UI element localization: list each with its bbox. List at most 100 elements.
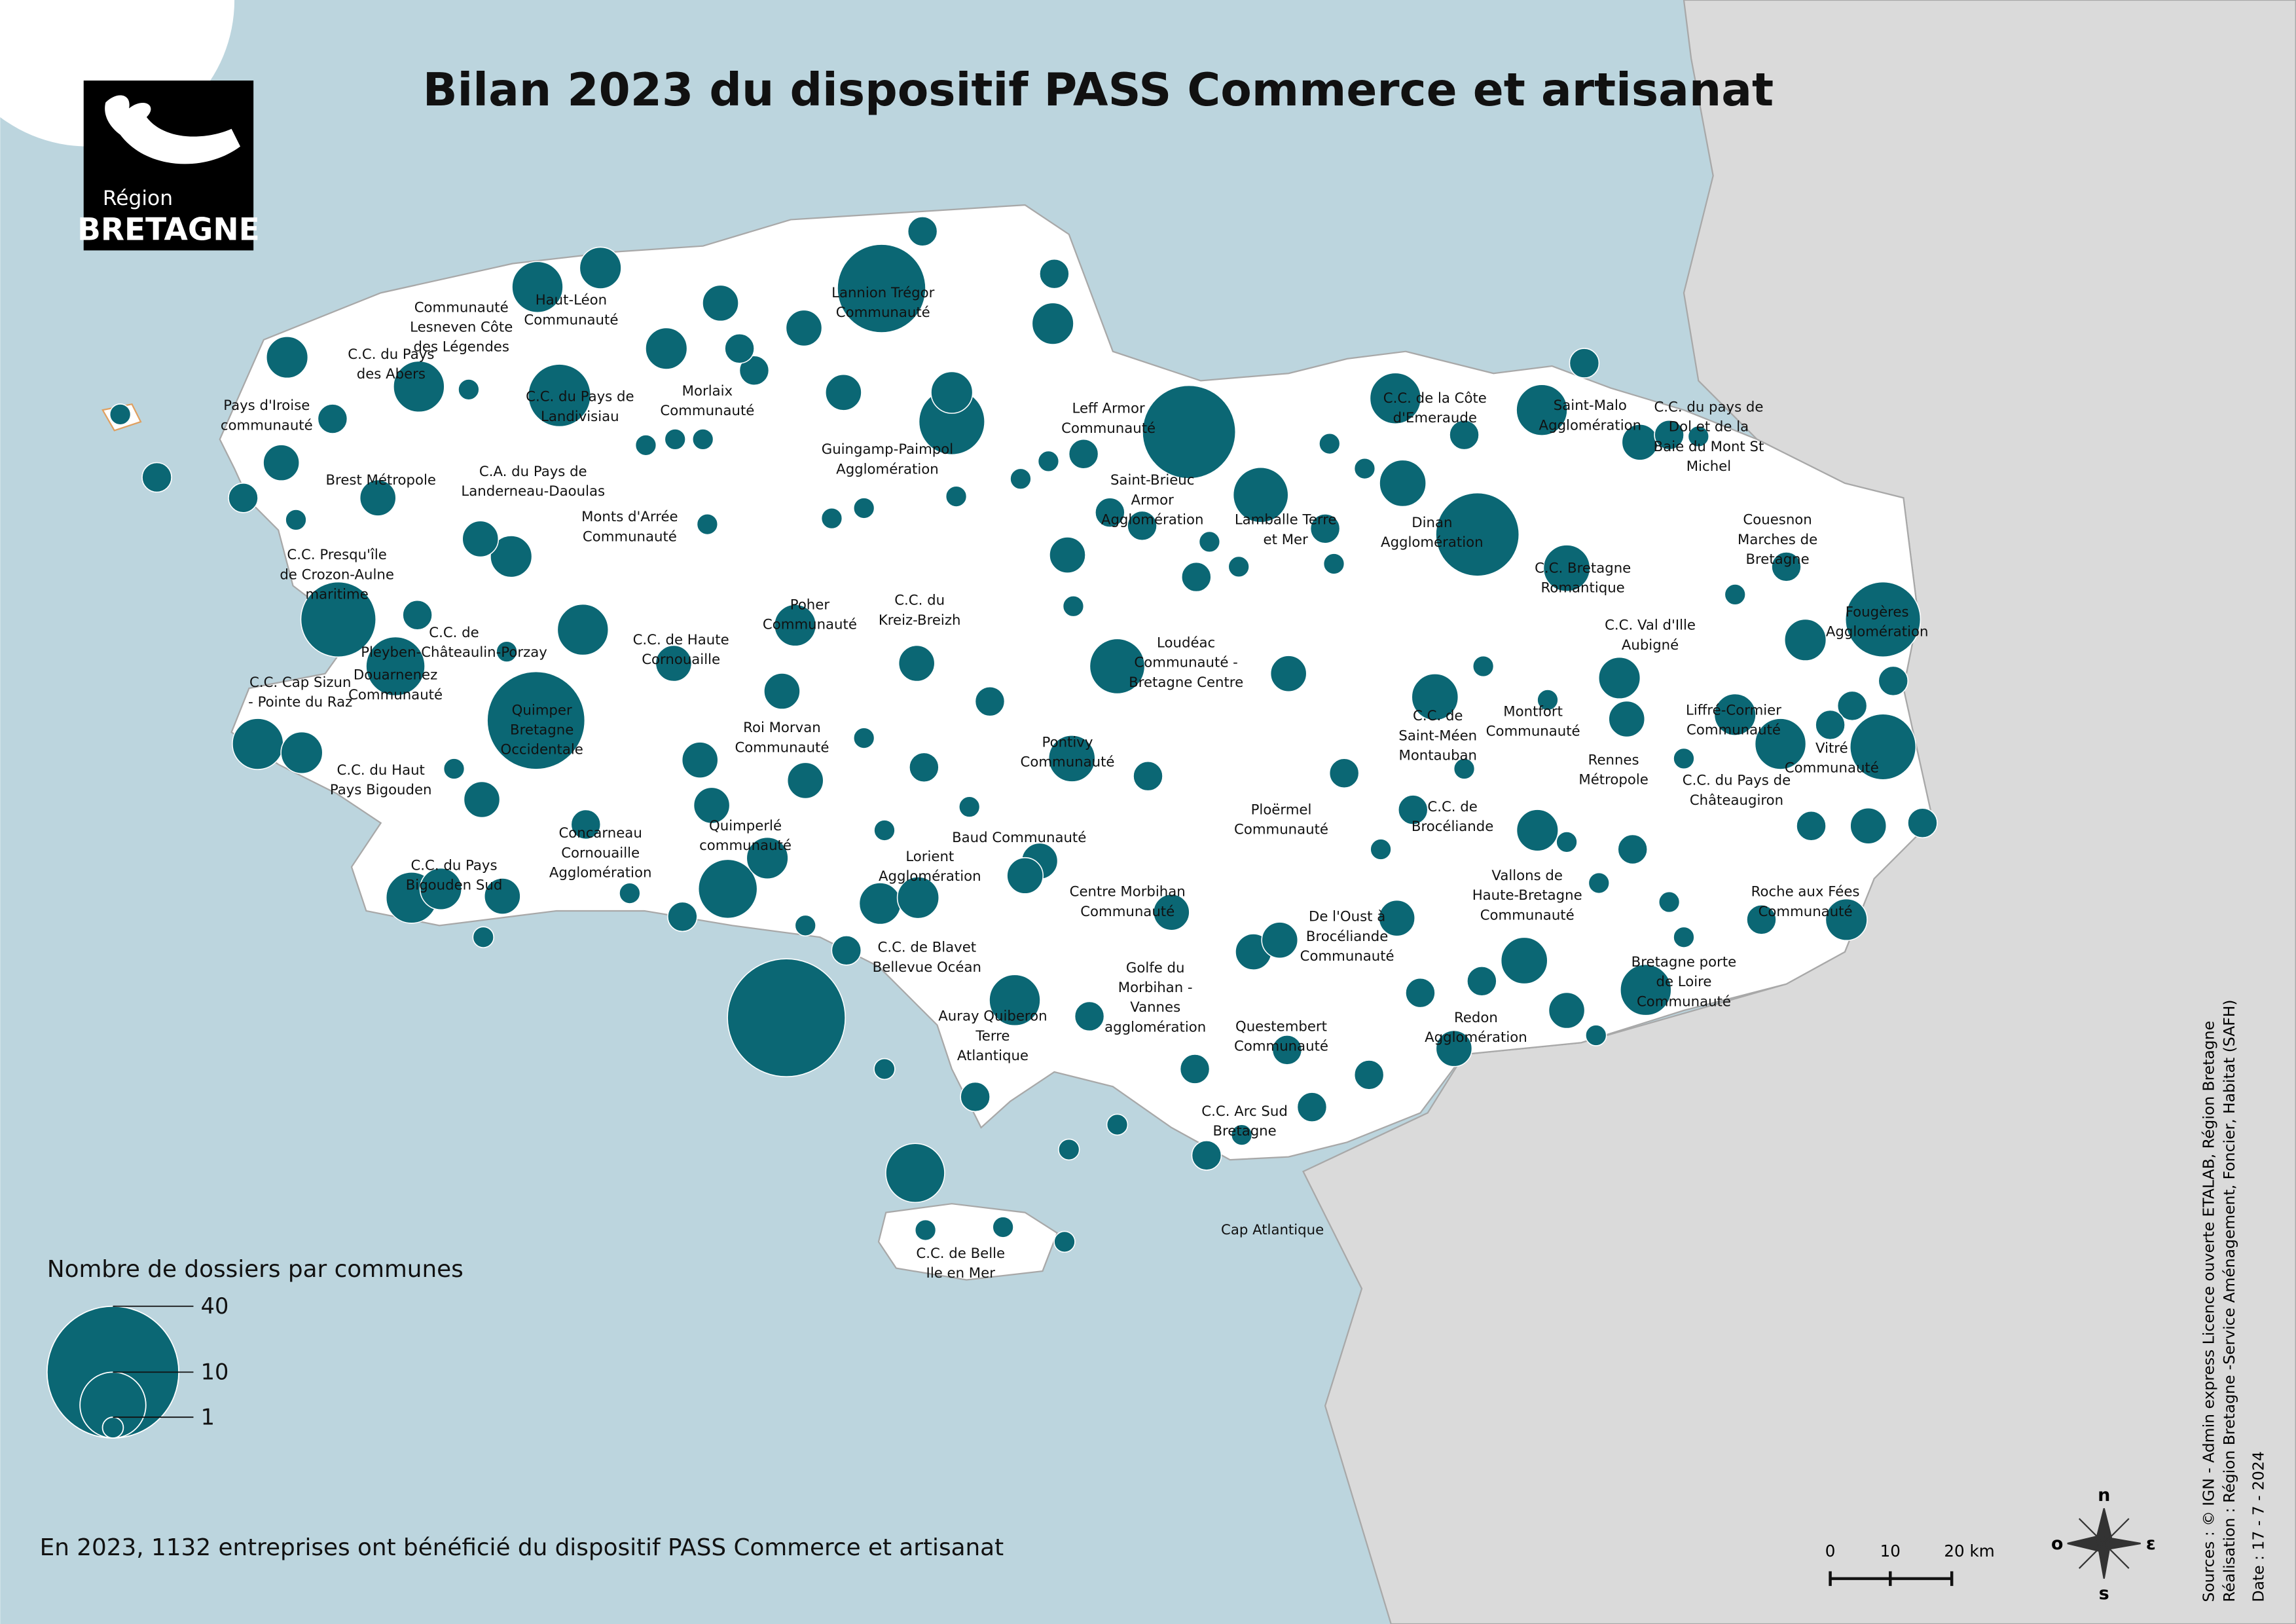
epci-label: d'Emeraude <box>1393 410 1477 426</box>
commune-bubble <box>1673 747 1695 770</box>
commune-bubble <box>317 403 348 434</box>
epci-label: Bretagne <box>1745 551 1809 568</box>
epci-label: Agglomération <box>1539 417 1642 434</box>
epci-label: Haut-Léon <box>536 292 607 308</box>
scale-label: 0 <box>1825 1541 1836 1560</box>
epci-label: maritime <box>305 587 368 603</box>
commune-bubble <box>1654 419 1685 451</box>
epci-label: C.A. du Pays de <box>479 464 587 480</box>
commune-bubble <box>393 360 445 413</box>
epci-label: C.C. de <box>1427 799 1477 815</box>
commune-bubble <box>1322 553 1345 575</box>
epci-label: Douarnenez <box>354 667 437 684</box>
compass-rose <box>2067 1508 2141 1579</box>
epci-label: Communauté <box>1021 754 1115 771</box>
epci-label: Bretagne <box>1212 1123 1276 1139</box>
commune-bubble <box>228 483 259 513</box>
commune-bubble <box>696 513 719 536</box>
epci-label: Marches de <box>1738 532 1817 548</box>
title: Bilan 2023 du dispositif PASS Commerce e… <box>423 64 1774 117</box>
epci-label: Terre <box>975 1028 1010 1044</box>
commune-bubble <box>265 336 309 379</box>
commune-bubble <box>109 403 132 426</box>
epci-label: C.C. du <box>894 593 945 609</box>
epci-label: Rennes <box>1588 752 1639 768</box>
commune-bubble <box>873 1058 896 1080</box>
commune-bubble <box>1006 857 1044 895</box>
epci-label: Communauté <box>735 739 829 756</box>
commune-bubble <box>1133 760 1163 792</box>
epci-label: Aubigné <box>1622 637 1679 654</box>
source-line: Date : 17 - 7 - 2024 <box>2250 1451 2268 1602</box>
commune-bubble <box>1296 1092 1328 1122</box>
footnote: En 2023, 1132 entreprises ont bénéficié … <box>40 1534 1004 1561</box>
commune-bubble <box>898 644 936 682</box>
commune-bubble <box>852 727 875 749</box>
epci-label: C.C. de <box>429 625 479 641</box>
commune-bubble <box>896 876 940 919</box>
legend-title: Nombre de dossiers par communes <box>47 1256 464 1283</box>
epci-label: Poher <box>790 597 830 613</box>
commune-bubble <box>1687 425 1710 448</box>
epci-label: Communauté <box>1234 1039 1328 1055</box>
logo-mark <box>105 95 241 164</box>
epci-label: Communauté <box>414 299 509 316</box>
epci-label: Atlantique <box>957 1048 1029 1064</box>
epci-label: Michel <box>1686 458 1731 475</box>
epci-label: C.C. du pays de <box>1654 399 1763 415</box>
commune-bubble <box>1353 1060 1385 1090</box>
commune-bubble <box>1328 758 1360 789</box>
commune-bubble <box>825 373 862 411</box>
epci-label: Haute-Bretagne <box>1472 887 1582 904</box>
commune-bubble <box>458 378 480 401</box>
commune-bubble <box>1783 618 1827 661</box>
commune-bubble <box>989 974 1041 1027</box>
commune-bubble <box>1068 438 1099 470</box>
commune-bubble <box>1796 810 1827 841</box>
commune-bubble <box>511 261 564 314</box>
commune-bubble <box>1746 904 1777 935</box>
epci-label: Ile en Mer <box>926 1265 996 1282</box>
commune-bubble <box>1089 638 1146 695</box>
epci-label: Vitré <box>1815 740 1848 756</box>
commune-bubble <box>1232 466 1289 523</box>
commune-bubble <box>1152 893 1190 931</box>
epci-label: Lorient <box>905 849 954 865</box>
commune-bubble <box>1597 656 1641 699</box>
commune-bubble <box>1095 497 1125 528</box>
commune-bubble <box>681 741 719 779</box>
commune-bubble <box>1713 693 1757 736</box>
epci-label: Saint-Malo <box>1554 397 1627 414</box>
commune-bubble <box>1542 544 1591 593</box>
epci-label: Communauté <box>763 616 857 633</box>
commune-bubble <box>1411 673 1459 721</box>
commune-bubble <box>873 819 896 841</box>
commune-bubble <box>1754 718 1807 770</box>
epci-label: Cap Atlantique <box>1221 1222 1324 1238</box>
commune-bubble <box>1058 1138 1080 1161</box>
commune-bubble <box>1658 891 1681 913</box>
commune-bubble <box>1569 348 1600 378</box>
epci-label: Communauté <box>524 312 618 328</box>
commune-bubble <box>462 520 500 558</box>
epci-label: C.C. de Belle <box>916 1246 1005 1262</box>
epci-label: Communauté <box>1637 993 1731 1010</box>
commune-bubble <box>1825 898 1868 941</box>
commune-bubble <box>1397 794 1429 825</box>
legend-circle <box>101 1416 124 1439</box>
commune-bubble <box>1472 655 1495 678</box>
epci-label: C.C. Arc Sud <box>1201 1103 1288 1120</box>
commune-bubble <box>914 1219 937 1242</box>
commune-bubble <box>852 497 875 519</box>
scale-label: 10 <box>1880 1541 1901 1560</box>
epci-label: Communauté <box>1080 904 1175 920</box>
commune-bubble <box>727 958 846 1077</box>
commune-bubble <box>1127 510 1157 542</box>
epci-label: Roche aux Fées <box>1751 884 1860 900</box>
epci-label: Pleyben-Châteaulin-Porzay <box>361 644 547 661</box>
epci-label: C.C. du Pays de <box>1683 773 1791 789</box>
commune-bubble <box>1062 595 1085 618</box>
epci-label: Brocéliande <box>1412 819 1493 835</box>
epci-label: Leff Armor <box>1072 401 1145 417</box>
commune-bubble <box>280 731 323 775</box>
